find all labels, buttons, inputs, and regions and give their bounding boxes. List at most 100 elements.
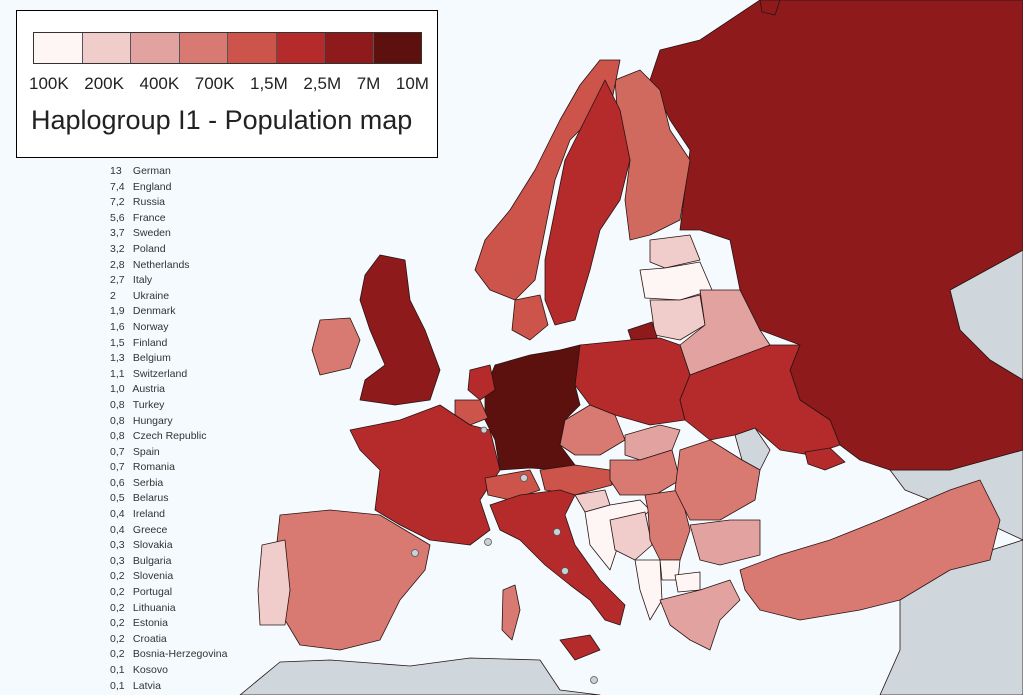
list-item: 5,6 France (110, 211, 227, 227)
list-item-country: Sweden (130, 227, 171, 240)
list-item: 1,9 Denmark (110, 304, 227, 320)
list-item: 0,1 Kosovo (110, 663, 227, 679)
list-item-country: Lithuania (130, 601, 176, 614)
list-item-country: Greece (130, 523, 168, 536)
region-netherlands (467, 364, 496, 401)
list-item-country: Finland (130, 336, 168, 349)
list-item-value: 13 (110, 165, 122, 177)
region-portugal (257, 539, 291, 626)
list-item-country: Austria (130, 383, 166, 396)
list-item-value: 2,8 (110, 258, 125, 271)
region-crimea (804, 447, 846, 471)
list-item-country: Turkey (130, 398, 165, 411)
legend-label: 10M (395, 74, 429, 93)
legend-label: 100K (29, 74, 69, 93)
legend-swatch (276, 33, 325, 63)
list-item: 0,4 Ireland (110, 507, 227, 523)
legend-labels: 100K 200K 400K 700K 1,5M 2,5M 7M 10M (29, 74, 429, 94)
list-item-value: 0,2 (110, 632, 125, 645)
list-item: 0,8 Czech Republic (110, 429, 227, 445)
list-item-value: 0,1 (110, 679, 125, 692)
list-item-country: Croatia (130, 632, 167, 645)
list-item-value: 1,1 (110, 367, 125, 380)
list-item-value: 0,3 (110, 554, 125, 567)
list-item-value: 1,5 (110, 336, 125, 349)
list-item-country: Romania (130, 461, 175, 474)
list-item-country: Latvia (130, 679, 161, 692)
legend-swatch (34, 33, 83, 63)
region-turkey (739, 479, 1001, 621)
list-item: 0,4 Greece (110, 523, 227, 539)
list-item-country: Portugal (130, 586, 173, 599)
legend-label: 1,5M (250, 74, 288, 93)
list-item-value: 0,2 (110, 617, 125, 630)
list-item-country: France (130, 211, 166, 224)
region-spain (274, 509, 431, 651)
list-item-value: 1,6 (110, 320, 125, 333)
list-item: 0,8 Turkey (110, 398, 227, 414)
region-czech (559, 404, 626, 456)
region-greece (659, 579, 741, 651)
region-uk (359, 254, 441, 406)
list-item-value: 0,8 (110, 414, 125, 427)
map-title: Haplogroup I1 - Population map (31, 105, 413, 135)
region-austria (539, 464, 613, 496)
list-item: 0,2 Croatia (110, 632, 227, 648)
list-item-value: 0,1 (110, 664, 125, 676)
region-hungary (609, 449, 681, 496)
region-macedonia (674, 571, 701, 593)
region-romania (674, 439, 761, 521)
list-item-country: Bosnia-Herzegovina (130, 648, 228, 661)
list-item-value: 0,8 (110, 398, 125, 411)
list-item: 7,2 Russia (110, 195, 227, 211)
legend-label: 2,5M (303, 74, 342, 93)
list-item-country: Russia (130, 196, 166, 209)
region-montenegro-albania (634, 559, 663, 621)
list-item: 3,2 Poland (110, 242, 227, 258)
list-item-value: 0,6 (110, 476, 125, 489)
corsica-sardinia-region (501, 584, 521, 641)
list-item-value: 0,7 (110, 461, 125, 474)
list-item-value: 7,2 (110, 196, 125, 209)
list-item-country: England (130, 180, 172, 193)
list-item-country: Belarus (130, 492, 169, 505)
north-africa-region (239, 657, 601, 695)
list-item-value: 3,7 (110, 227, 125, 240)
legend-label: 200K (84, 74, 124, 93)
region-germany (484, 344, 581, 471)
list-item-country: Ukraine (130, 289, 170, 302)
list-item-value: 7,4 (110, 180, 125, 193)
list-item-value: 0,4 (110, 508, 125, 521)
list-item-value: 0,5 (110, 492, 125, 505)
list-item: 1,6 Norway (110, 320, 227, 336)
list-item-value: 0,3 (110, 539, 125, 552)
list-item-country: Serbia (130, 476, 164, 489)
list-item-value: 0,7 (110, 445, 125, 458)
country-value-list: 13 German 7,4 England 7,2 Russia 5,6 France… (110, 164, 227, 694)
list-item: 0,3 Bulgaria (110, 554, 227, 570)
list-item-value: 2 (110, 289, 116, 302)
list-item: 0,3 Slovakia (110, 538, 227, 554)
list-item-country: Spain (130, 445, 160, 458)
legend-swatch (179, 33, 228, 63)
list-item-value: 5,6 (110, 211, 125, 224)
list-item-country: Switzerland (130, 367, 188, 380)
region-sweden (544, 79, 631, 326)
legend-swatch (82, 33, 131, 63)
list-item: 2,7 Italy (110, 273, 227, 289)
region-estonia (649, 234, 701, 269)
list-item-country: Slovenia (130, 570, 174, 583)
region-belgium (454, 399, 489, 426)
list-item: 0,2 Slovenia (110, 569, 227, 585)
region-denmark (511, 294, 549, 341)
legend-color-scale (33, 32, 422, 64)
list-item-value: 0,2 (110, 570, 125, 583)
list-item: 0,2 Portugal (110, 585, 227, 601)
list-item-country: Hungary (130, 414, 173, 427)
list-item-country: Ireland (130, 508, 166, 521)
region-ireland (311, 317, 361, 376)
region-svalbard (759, 0, 781, 16)
list-item-value: 0,2 (110, 601, 125, 614)
list-item-country: Bulgaria (130, 554, 172, 567)
